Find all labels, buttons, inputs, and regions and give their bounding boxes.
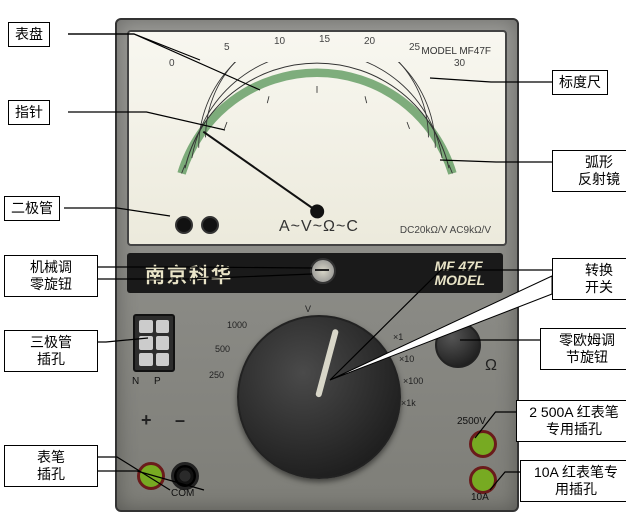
dial-pos: 250	[209, 370, 224, 380]
mechanical-zero-screw[interactable]	[310, 258, 336, 284]
jack-10a[interactable]	[469, 466, 497, 494]
jack-2500v[interactable]	[469, 430, 497, 458]
callout-zero_screw: 机械调零旋钮	[4, 255, 98, 297]
callout-probe_jacks: 表笔插孔	[4, 445, 98, 487]
callout-needle: 指针	[8, 100, 50, 125]
callout-ohm_adj: 零欧姆调节旋钮	[540, 328, 626, 370]
callout-jack_2500a: 2 500A 红表笔专用插孔	[516, 400, 626, 442]
scale-num: 25	[409, 42, 420, 53]
dial-pos: ×10	[399, 354, 414, 364]
plus-symbol: +	[141, 410, 152, 431]
lower-panel: N P V 1000 500 250 ×1 ×10 ×100 ×1k Ω + –…	[127, 302, 503, 498]
ohm-zero-knob[interactable]	[435, 322, 481, 368]
callout-mirror: 弧形反射镜	[552, 150, 626, 192]
brand-cn: 南京科华	[145, 259, 233, 288]
avoc-text: A~V~Ω~C	[279, 218, 359, 236]
multimeter-body: MODEL MF47F 0 5 10 15 20	[115, 18, 519, 512]
scale-num: 15	[319, 34, 330, 45]
probe-jack-com[interactable]	[171, 462, 199, 490]
callout-transistor_socket: 三极管插孔	[4, 330, 98, 372]
diode-jack[interactable]	[175, 216, 193, 234]
com-label: COM	[171, 488, 194, 499]
selector-pointer	[315, 329, 339, 398]
minus-symbol: –	[175, 410, 185, 431]
scale-arcs	[149, 62, 485, 182]
dial-pos: 1000	[227, 320, 247, 330]
transistor-socket[interactable]	[133, 314, 175, 372]
scale-num: 10	[274, 36, 285, 47]
callout-jack_10a: 10A 红表笔专用插孔	[520, 460, 626, 502]
callout-diode: 二极管	[4, 196, 60, 221]
scale-num: 30	[454, 58, 465, 69]
brand-en-2: MODEL	[434, 272, 485, 288]
model-text: MODEL MF47F	[421, 46, 491, 57]
dial-pos: 500	[215, 344, 230, 354]
meter-display: MODEL MF47F 0 5 10 15 20	[127, 30, 507, 246]
dial-pos: ×1k	[401, 398, 416, 408]
transistor-np-label: N P	[132, 376, 167, 387]
jack-10a-label: 10A	[471, 492, 489, 503]
scale-num: 5	[224, 42, 230, 53]
callout-selector: 转换开关	[552, 258, 626, 300]
diagram-root: MODEL MF47F 0 5 10 15 20	[0, 0, 626, 528]
dc-spec: DC20kΩ/V AC9kΩ/V	[400, 225, 491, 236]
dial-group-v: V	[305, 304, 311, 314]
ohm-symbol: Ω	[485, 357, 497, 375]
callout-dial_face: 表盘	[8, 22, 50, 47]
callout-scale: 标度尺	[552, 70, 608, 95]
scale-num: 20	[364, 36, 375, 47]
probe-jack-plus[interactable]	[137, 462, 165, 490]
jack-2500v-label: 2500V	[457, 416, 486, 427]
diode-jack[interactable]	[201, 216, 219, 234]
scale-num: 0	[169, 58, 175, 69]
rotary-selector[interactable]	[237, 315, 401, 479]
brand-en: MF 47F MODEL	[434, 259, 485, 287]
dial-pos: ×1	[393, 332, 403, 342]
dial-pos: ×100	[403, 376, 423, 386]
